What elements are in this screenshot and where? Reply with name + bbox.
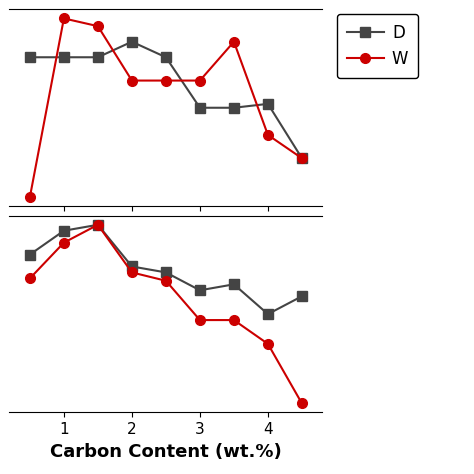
W bbox=[163, 78, 169, 83]
W bbox=[197, 78, 203, 83]
Legend: D, W: D, W bbox=[337, 14, 419, 78]
D bbox=[299, 155, 305, 161]
W bbox=[265, 341, 271, 347]
D bbox=[163, 55, 169, 60]
D bbox=[95, 222, 101, 228]
D bbox=[265, 101, 271, 107]
D bbox=[27, 252, 33, 257]
D bbox=[61, 228, 67, 234]
W bbox=[299, 155, 305, 161]
D bbox=[163, 270, 169, 275]
D bbox=[197, 105, 203, 110]
D bbox=[61, 55, 67, 60]
W bbox=[129, 270, 135, 275]
D bbox=[129, 39, 135, 45]
W bbox=[299, 401, 305, 406]
D bbox=[27, 55, 33, 60]
W bbox=[231, 317, 237, 323]
Line: D: D bbox=[25, 220, 307, 319]
Line: D: D bbox=[25, 37, 307, 163]
D bbox=[129, 264, 135, 269]
W bbox=[61, 240, 67, 246]
W bbox=[95, 222, 101, 228]
W bbox=[27, 275, 33, 281]
Line: W: W bbox=[25, 14, 307, 202]
D bbox=[197, 287, 203, 293]
W bbox=[197, 317, 203, 323]
W bbox=[163, 278, 169, 283]
D bbox=[231, 105, 237, 110]
D bbox=[231, 282, 237, 287]
X-axis label: Carbon Content (wt.%): Carbon Content (wt.%) bbox=[50, 443, 282, 461]
W bbox=[231, 39, 237, 45]
Line: W: W bbox=[25, 220, 307, 408]
D bbox=[95, 55, 101, 60]
D bbox=[299, 293, 305, 299]
W bbox=[129, 78, 135, 83]
W bbox=[61, 16, 67, 21]
W bbox=[265, 132, 271, 138]
W bbox=[95, 23, 101, 29]
W bbox=[27, 194, 33, 200]
D bbox=[265, 311, 271, 317]
